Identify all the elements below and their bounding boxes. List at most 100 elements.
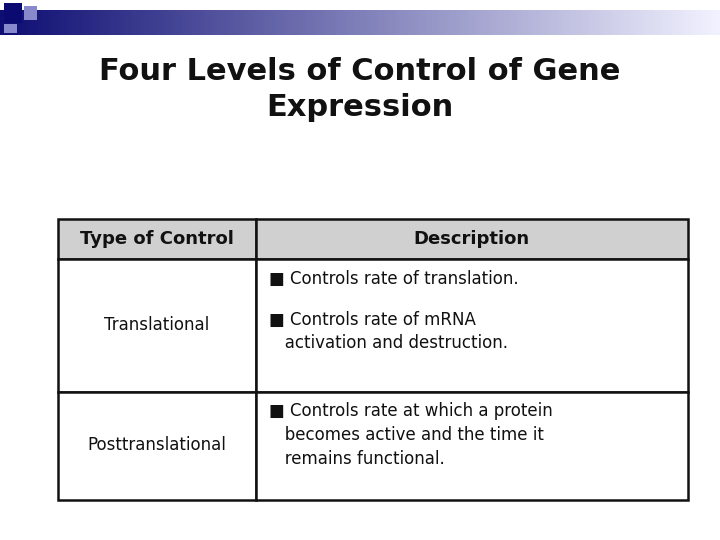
Text: Description: Description [413, 230, 530, 248]
Bar [9, 10, 12, 35]
Bar [662, 10, 665, 35]
Bar [711, 10, 713, 35]
Bar [459, 10, 461, 35]
Bar [430, 10, 432, 35]
Bar [257, 10, 259, 35]
Bar [261, 10, 264, 35]
Bar [518, 10, 521, 35]
Bar [41, 10, 43, 35]
Bar [58, 10, 60, 35]
Bar [689, 10, 691, 35]
Bar [256, 219, 688, 259]
Bar [629, 10, 631, 35]
Bar [336, 10, 338, 35]
Bar [223, 10, 225, 35]
Bar [218, 10, 221, 35]
Bar [353, 10, 355, 35]
Bar [547, 10, 549, 35]
Bar [598, 10, 600, 35]
Bar [372, 10, 374, 35]
Bar [612, 10, 614, 35]
Bar [288, 10, 290, 35]
Bar [693, 10, 696, 35]
Bar [480, 10, 482, 35]
Bar [545, 10, 547, 35]
Bar [521, 10, 523, 35]
Bar [65, 10, 67, 35]
Bar [256, 392, 688, 500]
Bar [446, 10, 449, 35]
Bar [94, 10, 96, 35]
Bar [708, 10, 711, 35]
Bar [117, 10, 120, 35]
Bar [72, 10, 74, 35]
Bar [713, 10, 715, 35]
Bar [178, 10, 180, 35]
Bar [120, 10, 122, 35]
Bar [230, 10, 233, 35]
Bar [415, 10, 418, 35]
Bar [81, 10, 84, 35]
Bar [173, 10, 175, 35]
Bar [538, 10, 540, 35]
Bar [691, 10, 693, 35]
Bar [146, 10, 149, 35]
Bar [401, 10, 403, 35]
Bar [648, 10, 650, 35]
Bar [106, 10, 108, 35]
Bar [24, 10, 27, 35]
Bar [475, 10, 477, 35]
Bar [531, 10, 533, 35]
Bar [12, 10, 14, 35]
Bar [161, 10, 163, 35]
Bar [619, 10, 621, 35]
Bar [516, 10, 518, 35]
Bar [225, 10, 228, 35]
Bar [603, 10, 605, 35]
Bar [641, 10, 643, 35]
Bar [466, 10, 468, 35]
Bar [650, 10, 653, 35]
Bar [504, 10, 506, 35]
Text: Type of Control: Type of Control [80, 230, 233, 248]
Bar [199, 10, 202, 35]
Bar [523, 10, 526, 35]
Bar [665, 10, 667, 35]
Bar [207, 10, 209, 35]
Bar [17, 10, 19, 35]
Bar [605, 10, 607, 35]
Bar [355, 10, 358, 35]
Bar [269, 10, 271, 35]
Bar [221, 10, 223, 35]
Bar [331, 10, 333, 35]
Bar [34, 10, 36, 35]
Bar [24, 6, 37, 20]
Bar [125, 10, 127, 35]
Bar [600, 10, 603, 35]
Bar [142, 10, 144, 35]
Bar [348, 10, 351, 35]
Bar [137, 10, 139, 35]
Bar [670, 10, 672, 35]
Bar [631, 10, 634, 35]
Bar [7, 10, 9, 35]
Bar [677, 10, 679, 35]
Bar [108, 10, 110, 35]
Bar [394, 10, 396, 35]
Bar [211, 10, 214, 35]
Bar [283, 10, 286, 35]
Bar [454, 10, 456, 35]
Bar [502, 10, 504, 35]
Bar [96, 10, 99, 35]
Bar [182, 10, 185, 35]
Bar [60, 10, 63, 35]
Bar [351, 10, 353, 35]
Bar [554, 10, 557, 35]
Bar [403, 10, 405, 35]
Bar [634, 10, 636, 35]
Bar [675, 10, 677, 35]
Bar [672, 10, 675, 35]
Bar [14, 10, 17, 35]
Bar [163, 10, 166, 35]
Bar [391, 10, 394, 35]
